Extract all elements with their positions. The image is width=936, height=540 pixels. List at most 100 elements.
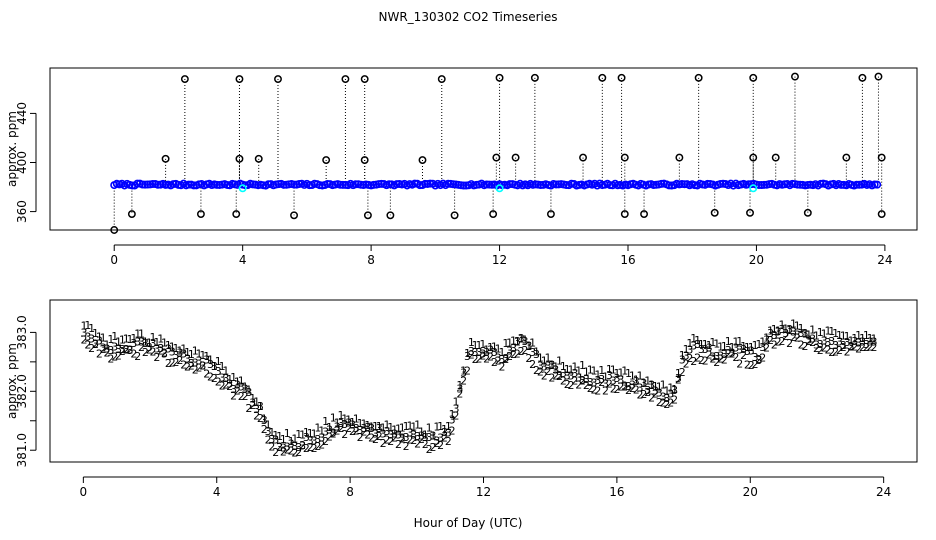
series-1-point: 1 xyxy=(334,417,341,430)
series-1-point: 1 xyxy=(472,339,479,352)
data-point xyxy=(143,180,152,189)
series-2-point: 2 xyxy=(410,434,417,447)
series-3-point: 3 xyxy=(161,348,168,361)
series-3-point: 3 xyxy=(817,338,824,351)
series-3-point: 3 xyxy=(372,428,379,441)
series-1-point: 1 xyxy=(92,327,99,340)
series-1-point: 1 xyxy=(637,370,644,383)
series-1-point: 1 xyxy=(326,421,333,434)
series-1-point: 1 xyxy=(230,371,237,384)
series-2-point: 2 xyxy=(698,354,705,367)
series-3-point: 3 xyxy=(176,347,183,360)
series-2-point: 2 xyxy=(84,338,91,351)
series-2-point: 2 xyxy=(107,353,114,366)
series-2-point: 2 xyxy=(633,383,640,396)
series-3-point: 3 xyxy=(606,369,613,382)
series-3-point: 3 xyxy=(637,381,644,394)
series-2-point: 2 xyxy=(433,437,440,450)
series-2-point: 2 xyxy=(648,391,655,404)
series-2-point: 2 xyxy=(150,346,157,359)
series-3-point: 3 xyxy=(506,345,513,358)
series-2-point: 2 xyxy=(192,363,199,376)
series-2-point: 2 xyxy=(291,447,298,460)
series-1-point: 1 xyxy=(813,330,820,343)
y-tick-label: 440 xyxy=(15,102,29,125)
series-2-point: 2 xyxy=(667,396,674,409)
series-3-point: 3 xyxy=(767,327,774,340)
series-2-point: 2 xyxy=(464,365,471,378)
series-2-point: 2 xyxy=(349,425,356,438)
series-1-point: 1 xyxy=(299,428,306,441)
series-1-point: 1 xyxy=(817,326,824,339)
series-2-point: 2 xyxy=(564,378,571,391)
series-3-point: 3 xyxy=(341,418,348,431)
series-1-point: 1 xyxy=(376,420,383,433)
series-1-point: 1 xyxy=(775,324,782,337)
series-2-point: 2 xyxy=(257,412,264,425)
series-1-point: 1 xyxy=(161,336,168,349)
series-1-point: 1 xyxy=(353,413,360,426)
series-1-point: 1 xyxy=(84,319,91,332)
series-1-point: 1 xyxy=(211,360,218,373)
series-1-point: 1 xyxy=(545,352,552,365)
series-3-point: 3 xyxy=(801,327,808,340)
series-2-point: 2 xyxy=(755,353,762,366)
series-2-point: 2 xyxy=(671,394,678,407)
series-2-point: 2 xyxy=(637,389,644,402)
series-3-point: 3 xyxy=(847,340,854,353)
series-2-point: 2 xyxy=(153,351,160,364)
data-point xyxy=(837,180,846,189)
data-point xyxy=(148,180,157,189)
series-3-point: 3 xyxy=(610,375,617,388)
series-2-point: 2 xyxy=(491,356,498,369)
series-2-point: 2 xyxy=(134,350,141,363)
series-3-point: 3 xyxy=(556,369,563,382)
series-2-point: 2 xyxy=(533,364,540,377)
series-1-point: 1 xyxy=(249,392,256,405)
outlier-point xyxy=(363,211,372,220)
series-3-point: 3 xyxy=(215,365,222,378)
series-2-point: 2 xyxy=(391,431,398,444)
data-point xyxy=(153,180,162,189)
series-3-point: 3 xyxy=(709,351,716,364)
series-1-point: 1 xyxy=(207,354,214,367)
series-2-point: 2 xyxy=(495,355,502,368)
data-point xyxy=(338,180,347,189)
series-3-point: 3 xyxy=(104,342,111,355)
series-1-point: 1 xyxy=(840,329,847,342)
series-1-point: 1 xyxy=(824,324,831,337)
series-3-point: 3 xyxy=(357,424,364,437)
series-1-point: 1 xyxy=(345,413,352,426)
series-1-point: 1 xyxy=(406,420,413,433)
series-1-point: 1 xyxy=(713,338,720,351)
series-2-point: 2 xyxy=(863,341,870,354)
series-2-point: 2 xyxy=(403,440,410,453)
series-2-point: 2 xyxy=(499,360,506,373)
series-3-point: 3 xyxy=(698,343,705,356)
series-3-point: 3 xyxy=(660,391,667,404)
series-2-point: 2 xyxy=(679,366,686,379)
series-1-point: 1 xyxy=(740,340,747,353)
series-3-point: 3 xyxy=(752,351,759,364)
series-1-point: 1 xyxy=(330,412,337,425)
series-2-point: 2 xyxy=(821,342,828,355)
series-1-point: 1 xyxy=(552,361,559,374)
outlier-point xyxy=(546,210,555,218)
series-1-point: 1 xyxy=(337,409,344,422)
outlier-point xyxy=(437,75,446,83)
series-1-point: 1 xyxy=(380,422,387,435)
series-1-point: 1 xyxy=(307,427,314,440)
series-1-point: 1 xyxy=(675,367,682,380)
outlier-point xyxy=(530,73,539,82)
series-1-point: 1 xyxy=(387,421,394,434)
series-2-point: 2 xyxy=(847,341,854,354)
series-1-point: 1 xyxy=(456,379,463,392)
series-3-point: 3 xyxy=(100,341,107,354)
series-2-point: 2 xyxy=(330,428,337,441)
series-2-point: 2 xyxy=(644,386,651,399)
series-2-point: 2 xyxy=(322,435,329,448)
series-3-point: 3 xyxy=(667,388,674,401)
series-2-point: 2 xyxy=(870,341,877,354)
series-1-point: 1 xyxy=(794,319,801,332)
series-1-point: 1 xyxy=(870,332,877,345)
